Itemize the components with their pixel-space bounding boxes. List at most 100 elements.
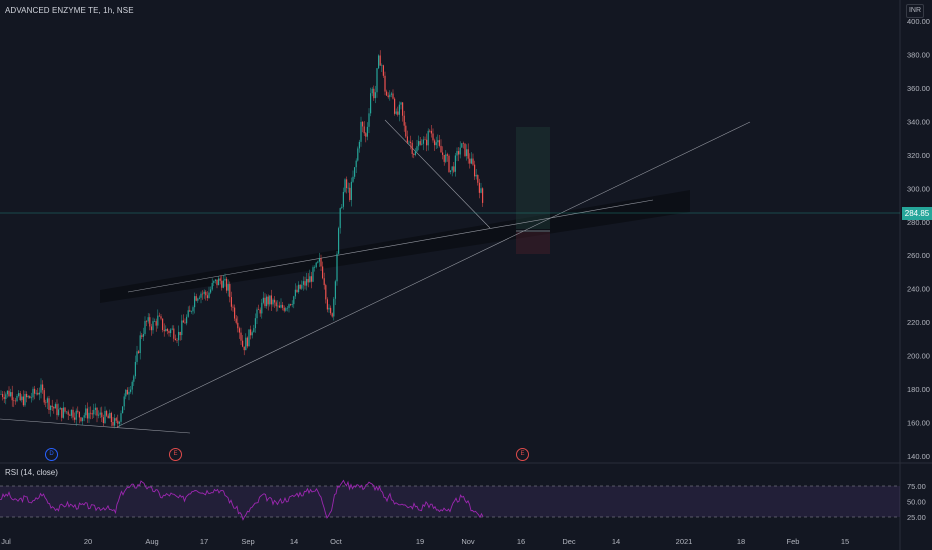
trendline-channel-top — [127, 199, 654, 293]
candle-body — [304, 281, 306, 286]
price-tick-label: 300.00 — [907, 184, 930, 193]
candle-body — [382, 65, 384, 76]
candle-body — [482, 188, 484, 203]
candle-body — [107, 415, 109, 419]
candle-body — [112, 422, 114, 426]
long-position-target-zone — [516, 127, 550, 229]
candle-body — [123, 396, 125, 407]
candle-body — [285, 308, 287, 311]
candle-body — [230, 297, 232, 307]
candle-body — [166, 328, 168, 332]
candle-body — [162, 318, 164, 330]
candle-body — [133, 376, 135, 382]
candle-body — [216, 279, 218, 286]
candle-body — [408, 141, 410, 143]
candle-body — [3, 397, 5, 400]
candle-body — [139, 335, 141, 354]
trendline-left-base — [0, 418, 191, 434]
candle-body — [0, 394, 2, 395]
rsi-tick-label: 75.00 — [907, 482, 926, 491]
candle-body — [125, 389, 127, 397]
candle-body — [181, 320, 183, 336]
candle-body — [75, 410, 77, 420]
candle-body — [117, 420, 119, 424]
time-axis: Jul 20 Aug 17 Sep 14 Oct 19 Nov 16 Dec 14 2021 18 Feb 1… — [1, 537, 849, 546]
candle-body — [453, 166, 455, 172]
candle-body — [173, 328, 175, 339]
candle-body — [451, 166, 453, 171]
candle-body — [323, 278, 325, 286]
rsi-axis: 75.00 50.00 25.00 — [907, 482, 926, 522]
candle-body — [299, 284, 301, 289]
price-tick-label: 140.00 — [907, 452, 930, 461]
candle-body — [378, 55, 380, 69]
candle-body — [53, 407, 55, 409]
candle-body — [94, 407, 96, 410]
candle-body — [440, 145, 442, 153]
candle-body — [405, 125, 407, 137]
long-position-stop-zone — [516, 232, 550, 254]
candle-body — [403, 115, 405, 126]
candle-body — [411, 142, 413, 154]
rsi-tick-label: 25.00 — [907, 513, 926, 522]
price-tick-label: 180.00 — [907, 385, 930, 394]
candle-body — [296, 289, 298, 293]
candles-layer — [0, 50, 484, 429]
candle-body — [13, 400, 15, 401]
candle-body — [365, 133, 367, 137]
candle-body — [330, 307, 332, 314]
candle-body — [38, 392, 40, 395]
candle-body — [342, 191, 344, 207]
candle-body — [438, 140, 440, 146]
time-tick-label: 16 — [517, 537, 525, 546]
candle-body — [85, 408, 87, 416]
earnings-marker[interactable]: E — [516, 448, 529, 461]
candle-body — [61, 408, 63, 418]
candle-body — [11, 392, 13, 401]
candle-body — [286, 307, 288, 309]
candle-body — [88, 412, 90, 419]
time-tick-label: Jul — [1, 537, 11, 546]
candle-body — [291, 304, 293, 306]
time-tick-label: 19 — [416, 537, 424, 546]
candle-body — [344, 179, 346, 192]
candle-body — [314, 267, 316, 268]
candle-body — [386, 91, 388, 96]
currency-label[interactable]: INR — [906, 4, 924, 18]
candle-body — [331, 313, 333, 317]
earnings-marker[interactable]: E — [169, 448, 182, 461]
candle-body — [250, 329, 252, 336]
candle-body — [256, 309, 258, 319]
candle-body — [99, 412, 101, 415]
candle-body — [398, 104, 400, 115]
candle-body — [78, 411, 80, 418]
candle-body — [282, 304, 284, 308]
candle-body — [126, 389, 128, 395]
candle-body — [179, 331, 181, 336]
time-tick-label: Aug — [145, 537, 158, 546]
candle-body — [16, 395, 18, 402]
candle-body — [91, 413, 93, 415]
dividend-marker[interactable]: D — [45, 448, 58, 461]
candle-body — [341, 206, 343, 209]
candle-body — [29, 395, 31, 399]
candle-body — [243, 346, 245, 351]
candle-body — [434, 140, 436, 146]
candle-body — [64, 407, 66, 412]
candle-body — [472, 158, 474, 165]
candle-body — [410, 141, 412, 143]
candle-body — [171, 328, 173, 330]
candle-body — [42, 384, 44, 391]
candle-body — [474, 164, 476, 177]
price-tick-label: 260.00 — [907, 251, 930, 260]
candle-body — [258, 309, 260, 311]
candle-body — [93, 409, 95, 415]
candle-body — [413, 153, 415, 155]
candle-body — [192, 307, 194, 312]
candle-body — [467, 149, 469, 159]
candle-body — [106, 410, 108, 416]
candle-body — [245, 337, 247, 351]
candle-body — [426, 139, 428, 146]
candle-body — [32, 388, 34, 398]
candle-body — [14, 400, 16, 402]
